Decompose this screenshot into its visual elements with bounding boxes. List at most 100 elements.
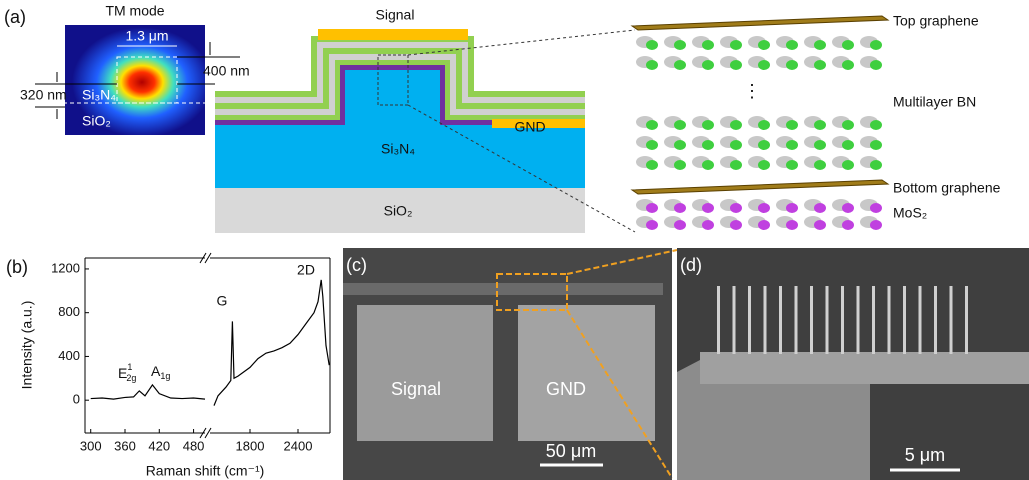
atom [814,140,826,150]
atom [870,60,882,70]
atom [870,160,882,170]
atom [758,40,770,50]
atom [786,40,798,50]
spectrum [91,385,205,399]
electrode-finger [733,286,736,354]
atom [842,40,854,50]
panel-label: (a) [4,7,26,27]
substrate-label: SiO₂ [82,113,111,129]
atom [674,140,686,150]
peak-label: A1g [151,363,170,382]
electrode-finger [841,286,844,354]
atom [842,120,854,130]
y-axis-label: Intensity (a.u.) [19,301,35,390]
graphene-sheet [632,16,888,30]
atom [674,160,686,170]
atom [814,160,826,170]
atom [730,140,742,150]
atom [814,40,826,50]
atom [674,203,686,213]
electrode-finger [857,286,860,354]
atom [646,160,658,170]
signal-electrode [318,29,468,40]
atom [786,60,798,70]
x-tick-label: 480 [183,438,205,453]
atom [758,140,770,150]
atom [646,220,658,230]
signal-pad [357,305,493,441]
atom [702,140,714,150]
electrode-finger [903,286,906,354]
atom [870,203,882,213]
atom [870,140,882,150]
panel-c: (c) Signal GND 50 μm [343,248,677,480]
atom [870,120,882,130]
height-label: 400 nm [203,63,250,79]
atom [730,40,742,50]
atom [674,60,686,70]
layer-label: Top graphene [893,13,979,29]
layer-label: MoS₂ [893,205,927,221]
y-tick-label: 800 [58,304,80,319]
atom [786,203,798,213]
y-tick-label: 0 [73,392,80,407]
x-axis-label: Raman shift (cm⁻¹) [146,463,265,479]
substrate-label: SiO₂ [384,203,413,219]
electrode-finger [810,286,813,354]
electrode-finger [919,286,922,354]
electrode-finger [872,286,875,354]
panel-d: (d) 5 μm [677,248,1029,480]
peak-label: G [217,293,228,309]
x-tick-label: 300 [80,438,102,453]
panel-label: (d) [680,255,702,275]
atom [814,120,826,130]
atom [814,60,826,70]
atom [870,40,882,50]
electrode-finger [779,286,782,354]
figure: (a) TM mode 1.3 μm 400 nm 320 nm Si₃N₄ S… [0,0,1029,480]
panel-a: (a) TM mode 1.3 μm 400 nm 320 nm Si₃N₄ S… [4,3,1001,233]
layer-label: Bottom graphene [893,180,1001,196]
atom [674,220,686,230]
atom [842,203,854,213]
atom [758,203,770,213]
thickness-label: 320 nm [20,87,67,103]
electrode-finger [717,286,720,354]
electrode-finger [888,286,891,354]
atom [702,203,714,213]
pad-label: GND [546,379,586,399]
atom [646,40,658,50]
x-tick-label: 1800 [236,438,265,453]
gnd-pad [518,305,655,441]
atom [786,140,798,150]
electrode-finger [826,286,829,354]
electrode-finger [950,286,953,354]
atom [814,220,826,230]
scale-label: 5 μm [905,445,945,465]
atom [842,160,854,170]
ellipsis: ⋮ [743,81,761,101]
inset-title: TM mode [105,3,164,19]
atom [730,203,742,213]
gnd-label: GND [514,119,545,135]
spectrum [214,280,329,406]
pad-label: Signal [391,379,441,399]
x-tick-label: 2400 [284,438,313,453]
scale-label: 50 μm [546,441,596,461]
panel-label: (c) [346,255,367,275]
layer-label: Multilayer BN [893,94,976,110]
atom [702,220,714,230]
peak-label: 2D [297,262,315,278]
waveguide-edge [700,352,1029,384]
atom [786,220,798,230]
atom [646,140,658,150]
width-label: 1.3 μm [125,28,168,44]
atom [702,60,714,70]
panel-b: (b) Raman shift (cm⁻¹) Intensity (a.u.) … [6,253,330,479]
electrode-finger [965,286,968,354]
atom [786,120,798,130]
atom [758,60,770,70]
y-tick-label: 1200 [51,260,80,275]
atom [842,140,854,150]
